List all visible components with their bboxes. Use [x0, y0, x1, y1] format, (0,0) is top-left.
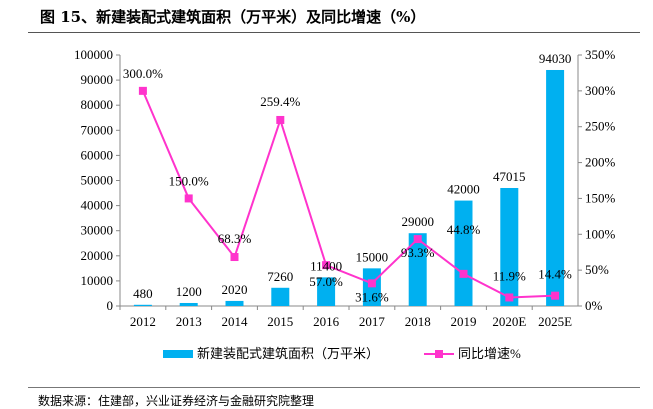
x-tick-label: 2020E — [492, 314, 526, 329]
x-tick-label: 2018 — [405, 314, 431, 329]
line-marker — [367, 279, 376, 288]
left-tick-label: 90000 — [81, 72, 114, 87]
line-marker — [459, 269, 468, 278]
line-marker — [322, 261, 331, 270]
legend-line-marker — [435, 350, 443, 358]
bar — [179, 302, 198, 306]
left-tick-label: 40000 — [81, 198, 114, 213]
legend-line-label: 同比增速% — [458, 346, 521, 361]
x-tick-label: 2019 — [451, 314, 477, 329]
right-tick-label: 50% — [585, 262, 609, 277]
chart-title: 图 15、新建装配式建筑面积（万平米）及同比增速（%） — [40, 8, 426, 26]
line-marker — [413, 235, 422, 244]
bar-data-label: 7260 — [267, 269, 293, 284]
left-tick-label: 70000 — [81, 122, 114, 137]
line-marker — [505, 293, 514, 302]
bar-data-label: 2020 — [222, 282, 248, 297]
bar — [500, 187, 519, 306]
bar — [271, 287, 290, 306]
x-tick-label: 2025E — [538, 314, 572, 329]
bar-data-label: 47015 — [493, 169, 526, 184]
legend-bar-swatch — [163, 350, 193, 358]
x-tick-label: 2012 — [130, 314, 156, 329]
line-marker — [230, 253, 239, 262]
bar — [225, 300, 244, 306]
line-marker — [276, 115, 285, 124]
left-tick-label: 80000 — [81, 97, 114, 112]
line-marker — [551, 291, 560, 300]
line-data-label: 57.0% — [309, 274, 343, 289]
source-note: 数据来源：住建部，兴业证券经济与金融研究院整理 — [38, 394, 315, 408]
left-tick-label: 20000 — [81, 248, 114, 263]
right-tick-label: 250% — [585, 119, 616, 134]
line-data-label: 259.4% — [260, 94, 300, 109]
line-data-label: 300.0% — [123, 66, 163, 81]
bar — [546, 69, 565, 306]
right-tick-label: 150% — [585, 190, 616, 205]
bar — [454, 200, 473, 306]
bar-data-label: 1200 — [176, 284, 202, 299]
bar-data-label: 480 — [133, 286, 153, 301]
line-data-label: 31.6% — [355, 289, 389, 304]
line-data-label: 150.0% — [169, 173, 209, 188]
bar-data-label: 15000 — [356, 249, 389, 264]
x-tick-label: 2017 — [359, 314, 386, 329]
right-tick-label: 200% — [585, 155, 616, 170]
title-divider — [28, 32, 640, 33]
line-marker — [184, 194, 193, 203]
x-tick-label: 2015 — [267, 314, 293, 329]
line-data-label: 14.4% — [538, 267, 572, 282]
right-tick-label: 100% — [585, 226, 616, 241]
left-tick-label: 60000 — [81, 147, 114, 162]
right-tick-label: 0% — [585, 298, 603, 313]
x-tick-label: 2016 — [313, 314, 340, 329]
left-tick-label: 10000 — [81, 273, 114, 288]
line-data-label: 11.9% — [493, 268, 526, 283]
bar — [133, 304, 152, 306]
left-tick-label: 100000 — [74, 47, 113, 62]
bar — [408, 233, 427, 306]
chart: 0 10000 20000 30000 40000 50000 60000 70000 8000… — [74, 47, 616, 361]
x-tick-label: 2013 — [176, 314, 202, 329]
left-tick-label: 0 — [107, 298, 114, 313]
right-tick-label: 350% — [585, 47, 616, 62]
bar-data-label: 11400 — [310, 258, 342, 273]
source-divider — [28, 387, 640, 388]
x-tick-label: 2014 — [222, 314, 249, 329]
bar-data-label: 94030 — [539, 51, 572, 66]
bar — [317, 277, 336, 306]
growth-line — [141, 90, 556, 299]
bar-data-label: 42000 — [447, 182, 480, 197]
right-tick-label: 300% — [585, 83, 616, 98]
line-marker — [138, 86, 147, 95]
line-data-label: 93.3% — [401, 245, 435, 260]
left-tick-label: 30000 — [81, 223, 114, 238]
line-data-label: 44.8% — [447, 222, 481, 237]
bar-data-label: 29000 — [401, 214, 434, 229]
left-tick-label: 50000 — [81, 173, 114, 188]
legend-bar-label: 新建装配式建筑面积（万平米） — [197, 346, 379, 361]
line-data-label: 68.3% — [218, 231, 252, 246]
